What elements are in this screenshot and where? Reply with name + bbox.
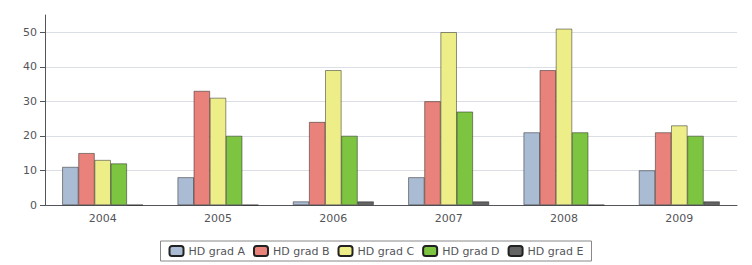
svg-text:40: 40 xyxy=(23,60,37,73)
svg-text:2006: 2006 xyxy=(319,212,347,225)
svg-text:2005: 2005 xyxy=(204,212,232,225)
svg-text:50: 50 xyxy=(23,26,37,39)
svg-text:0: 0 xyxy=(30,199,37,212)
svg-text:30: 30 xyxy=(23,95,37,108)
svg-text:10: 10 xyxy=(23,164,37,177)
svg-text:2009: 2009 xyxy=(665,212,693,225)
svg-text:HD grad D: HD grad D xyxy=(442,245,499,258)
svg-text:2007: 2007 xyxy=(435,212,463,225)
svg-text:HD grad E: HD grad E xyxy=(528,245,584,258)
svg-text:2004: 2004 xyxy=(89,212,117,225)
svg-text:HD grad B: HD grad B xyxy=(273,245,330,258)
svg-text:2008: 2008 xyxy=(550,212,578,225)
svg-text:20: 20 xyxy=(23,129,37,142)
svg-text:HD grad C: HD grad C xyxy=(358,245,415,258)
svg-text:HD grad A: HD grad A xyxy=(189,245,246,258)
